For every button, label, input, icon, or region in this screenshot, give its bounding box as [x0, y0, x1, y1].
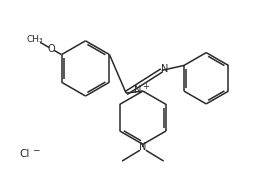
Text: Cl: Cl: [19, 149, 30, 159]
Text: N: N: [139, 142, 147, 152]
Text: CH₃: CH₃: [27, 35, 43, 44]
Text: −: −: [32, 146, 40, 155]
Text: O: O: [48, 44, 55, 54]
Text: +: +: [142, 82, 149, 91]
Text: N: N: [134, 85, 142, 95]
Text: N: N: [161, 64, 168, 74]
